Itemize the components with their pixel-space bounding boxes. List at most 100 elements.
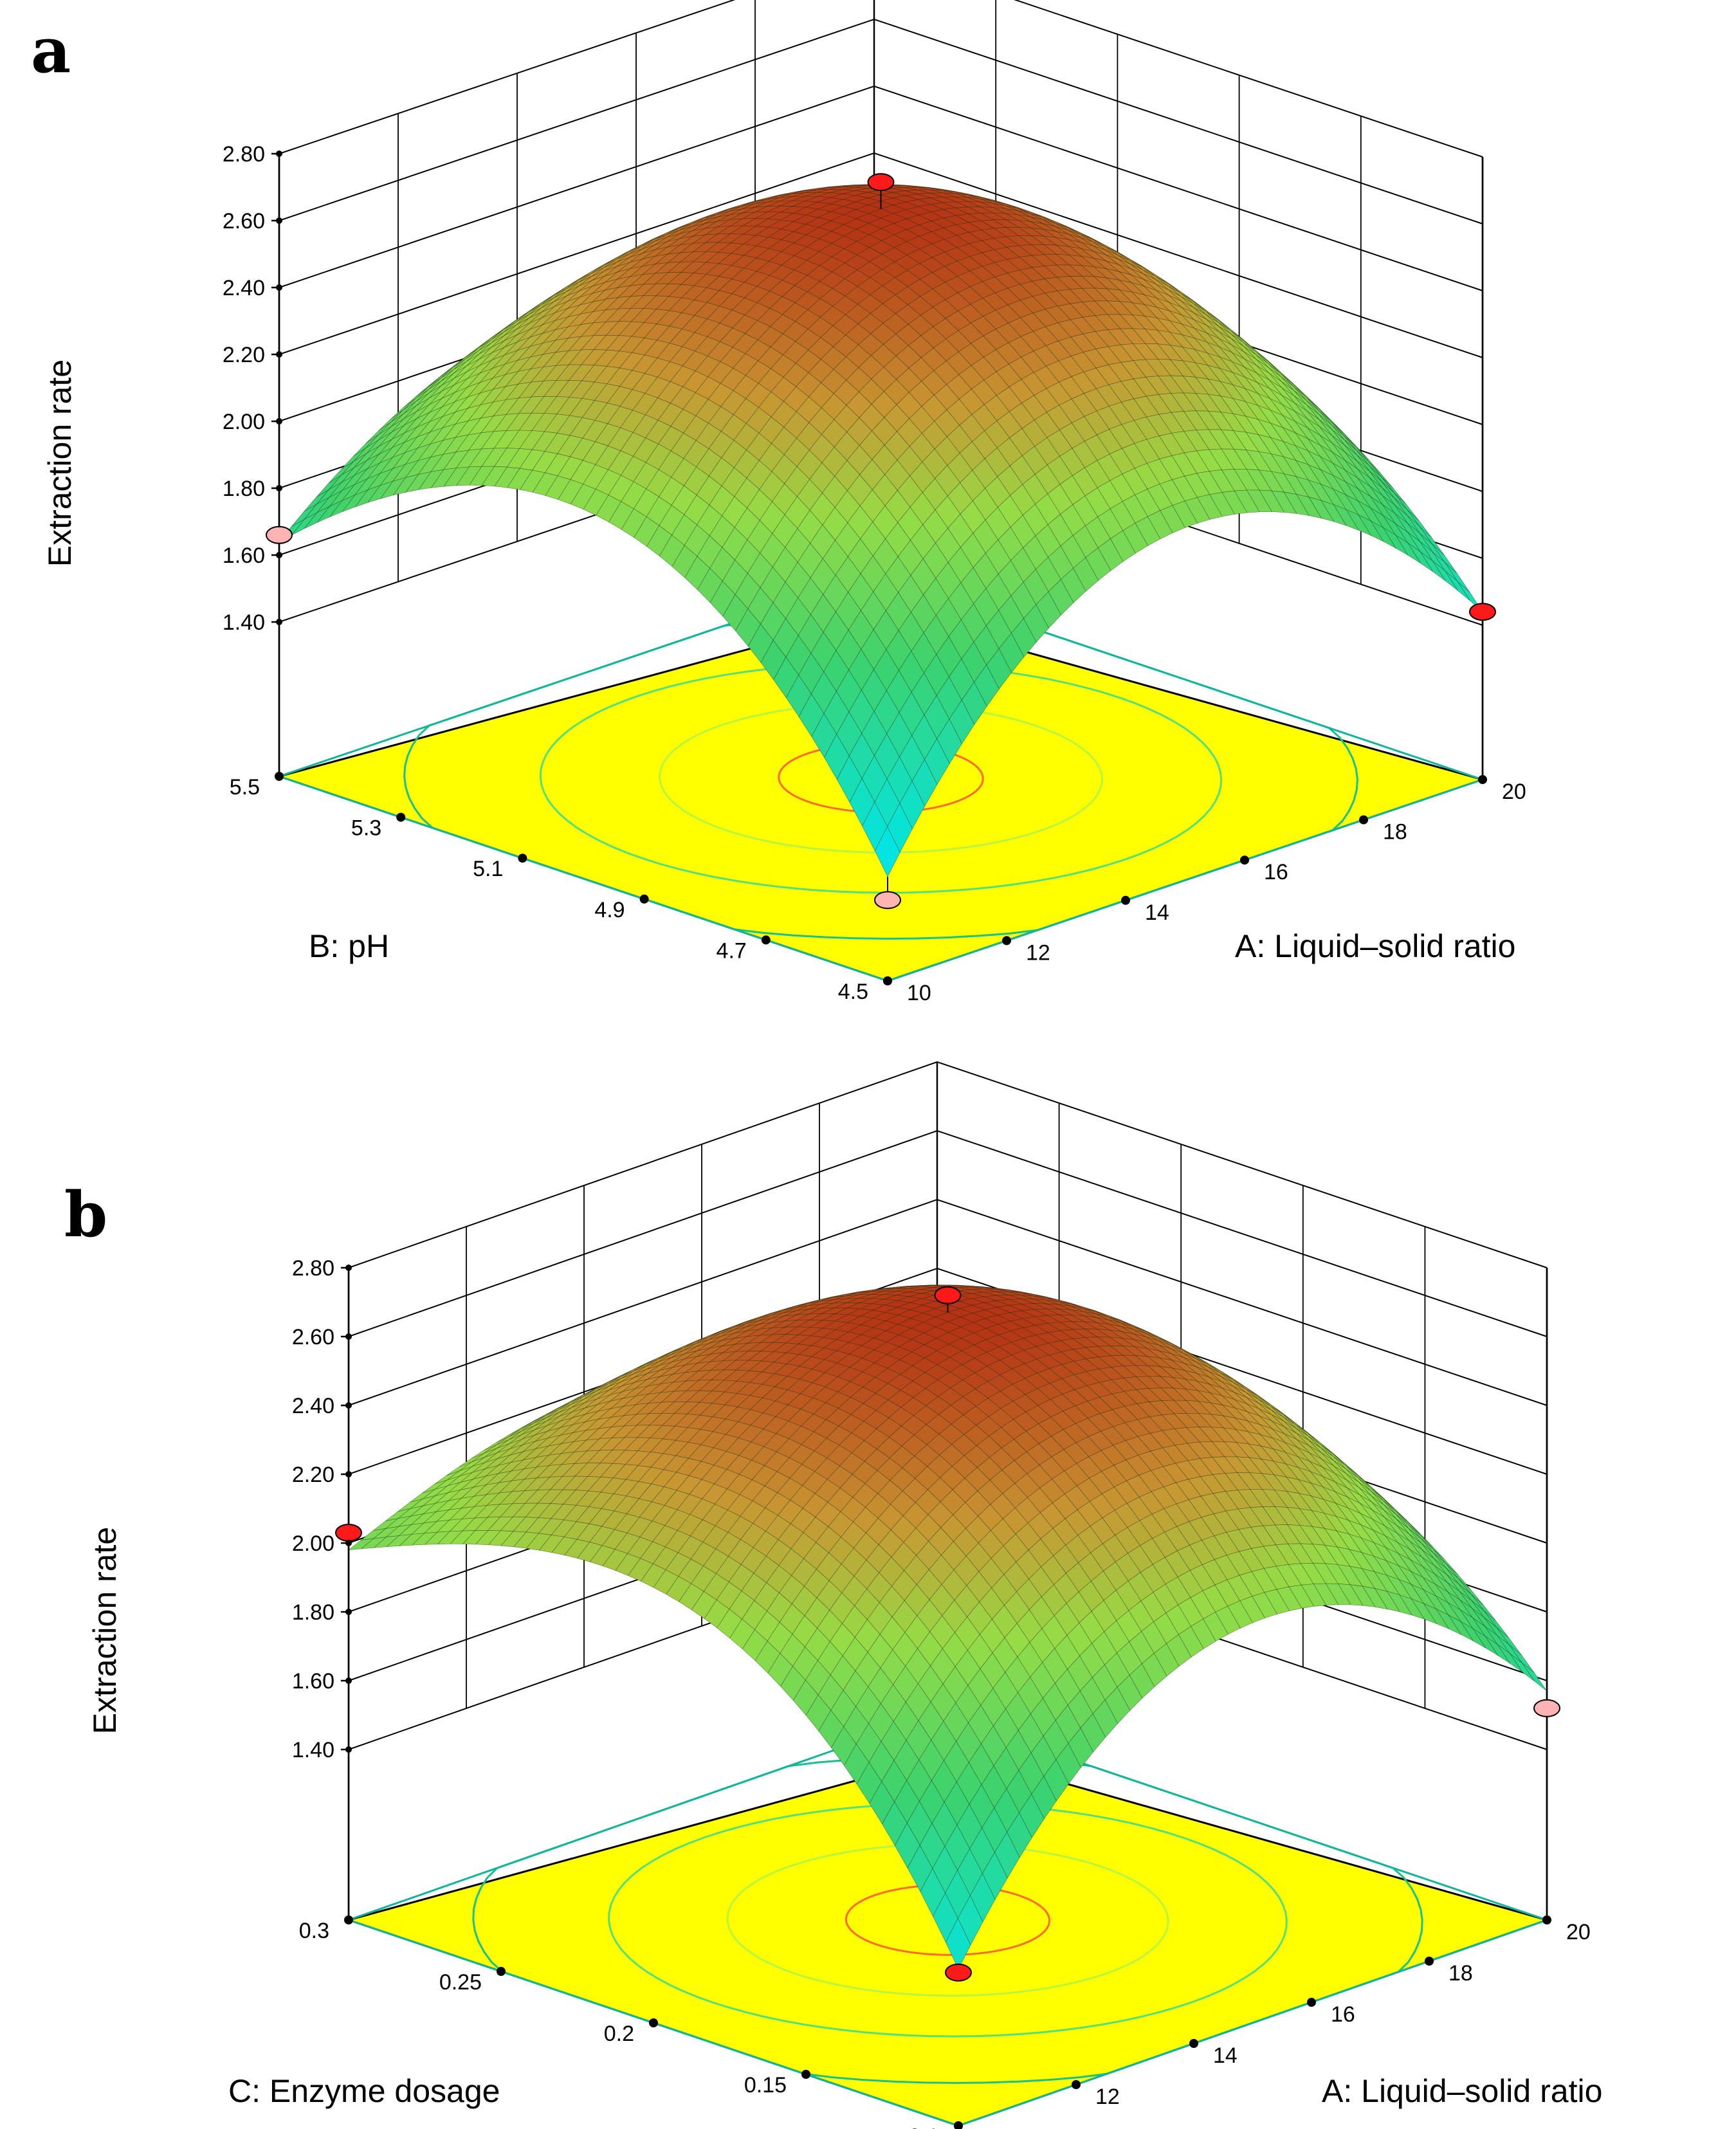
y-tick-label: 5.3 [351, 816, 381, 841]
z-tick-label: 1.40 [292, 1738, 334, 1762]
z-tick-label: 2.00 [223, 410, 265, 434]
z-tick-dot [345, 1677, 352, 1684]
z-tick-label: 2.80 [223, 142, 265, 167]
y-tick-dot [954, 2121, 963, 2129]
z-tick-dot [345, 1746, 352, 1753]
design-point [934, 1286, 962, 1304]
y-tick-label: 5.1 [473, 857, 503, 881]
z-tick-label: 2.20 [292, 1463, 334, 1487]
design-point [867, 173, 895, 192]
z-tick-label: 1.40 [223, 610, 265, 635]
y-axis-title: B: pH [309, 928, 389, 964]
x-tick-dot [1002, 936, 1011, 946]
y-tick-label: 5.5 [230, 775, 260, 800]
response-surface [348, 1284, 1548, 1970]
x-tick-dot [1542, 1915, 1551, 1924]
x-tick-dot [1121, 895, 1130, 905]
z-tick-dot [276, 485, 282, 491]
surface-facet [874, 826, 900, 877]
z-axis-title: Extraction rate [87, 1527, 123, 1734]
y-tick-label: 0.25 [439, 1970, 482, 1995]
contour-line [726, 1843, 1169, 1997]
x-tick-label: 18 [1383, 820, 1407, 845]
x-tick-dot [1425, 1957, 1434, 1966]
z-tick-dot [345, 1402, 352, 1409]
z-tick-dot [345, 1609, 352, 1615]
design-point [874, 891, 901, 909]
z-tick-label: 1.80 [223, 477, 265, 501]
design-point [335, 1523, 362, 1542]
x-tick-label: 12 [1095, 2085, 1120, 2109]
y-tick-dot [761, 935, 771, 945]
z-tick-label: 1.60 [292, 1669, 334, 1694]
z-tick-label: 2.40 [292, 1394, 334, 1418]
y-tick-label: 0.3 [299, 1919, 329, 1943]
y-tick-label: 4.7 [717, 938, 747, 963]
z-tick-label: 2.20 [223, 343, 265, 367]
y-tick-dot [518, 854, 527, 863]
y-tick-label: 4.9 [594, 898, 625, 922]
x-tick-dot [1359, 815, 1368, 825]
y-tick-dot [883, 976, 892, 985]
panel-letter: a [31, 14, 71, 87]
y-tick-dot [497, 1967, 506, 1976]
panel-letter: b [64, 1178, 107, 1251]
x-tick-label: 20 [1502, 780, 1526, 804]
z-gridline [279, 152, 1483, 358]
z-tick-dot [345, 1540, 352, 1546]
z-tick-dot [276, 151, 282, 157]
z-gridline [279, 0, 1483, 158]
y-tick-dot [639, 894, 649, 904]
surface-facet [945, 1917, 971, 1970]
y-tick-dot [801, 2070, 810, 2079]
x-tick-label: 16 [1264, 860, 1288, 884]
z-tick-dot [276, 217, 282, 224]
x-tick-dot [1240, 855, 1249, 865]
back-walls [347, 1061, 1548, 1920]
z-tick-dot [276, 552, 282, 558]
design-point [1469, 603, 1496, 621]
x-tick-label: 18 [1448, 1961, 1473, 1986]
z-tick-label: 2.80 [292, 1256, 334, 1281]
y-axis-title: C: Enzyme dosage [228, 2073, 500, 2109]
design-point [945, 1963, 972, 1982]
z-tick-dot [345, 1471, 352, 1477]
x-axis-title: A: Liquid–solid ratio [1235, 928, 1515, 964]
y-tick-label: 0.2 [604, 2022, 634, 2046]
z-tick-dot [276, 418, 282, 425]
z-tick-label: 2.00 [292, 1531, 334, 1556]
design-point [266, 525, 293, 544]
x-tick-dot [1189, 2039, 1198, 2048]
x-tick-dot [1478, 775, 1487, 784]
x-tick-label: 10 [907, 981, 931, 1005]
x-tick-dot [1307, 1998, 1316, 2007]
contour-line [608, 1802, 1288, 2038]
y-axis: 0.1 0.15 0.2 0.25 0.3 [299, 1915, 963, 2129]
y-tick-dot [344, 1915, 353, 1924]
y-tick-label: 0.1 [909, 2124, 939, 2129]
z-tick-dot [276, 351, 282, 358]
z-tick-label: 1.60 [223, 544, 265, 568]
y-tick-label: 4.5 [838, 980, 868, 1004]
x-tick-label: 16 [1331, 2002, 1355, 2027]
y-tick-dot [275, 772, 284, 781]
z-tick-dot [345, 1333, 352, 1340]
x-tick-label: 20 [1566, 1920, 1591, 1944]
x-tick-label: 14 [1213, 2043, 1238, 2068]
z-gridline [279, 85, 1483, 291]
z-tick-label: 1.80 [292, 1600, 334, 1625]
z-gridline [348, 1061, 1548, 1268]
panel-a: a1.401.601.802.002.202.402.602.801012141… [31, 0, 1526, 1005]
x-tick-dot [1072, 2080, 1081, 2089]
x-tick-label: 10 [978, 2126, 1002, 2129]
z-gridline [348, 1198, 1548, 1406]
y-axis: 4.5 4.7 4.9 5.1 5.3 5.5 [230, 772, 892, 1004]
z-axis-title: Extraction rate [42, 360, 78, 567]
z-tick-dot [276, 619, 282, 625]
y-tick-label: 0.15 [744, 2073, 787, 2097]
response-surface [279, 184, 1483, 877]
z-tick-label: 2.60 [223, 209, 265, 233]
design-point [1533, 1699, 1560, 1717]
